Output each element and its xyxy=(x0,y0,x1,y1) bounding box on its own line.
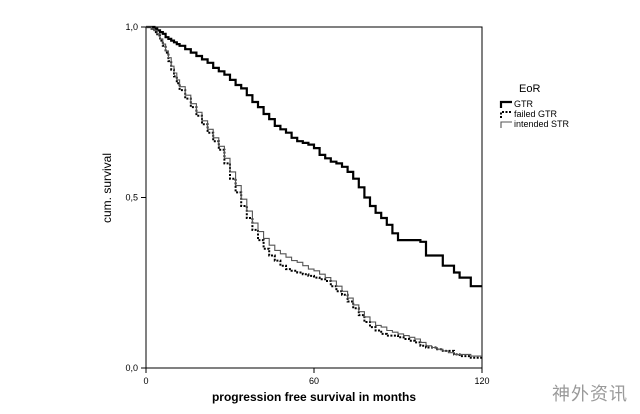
legend-swatch xyxy=(500,121,512,128)
y-tick-label: 1,0 xyxy=(125,22,138,32)
plot-frame xyxy=(145,26,483,369)
y-tick-label: 0,5 xyxy=(125,193,138,203)
x-tick-label: 0 xyxy=(143,376,148,386)
axes-layer: 0 60 120 0,0 0,5 1,0 xyxy=(125,22,489,386)
legend-title: EoR xyxy=(519,83,540,95)
series-line-failed-gtr xyxy=(146,26,482,359)
legend-label: intended STR xyxy=(514,119,570,129)
watermark-logo: 神外资讯 xyxy=(552,384,628,405)
legend-label: GTR xyxy=(514,99,533,109)
legend-swatch xyxy=(500,111,512,118)
y-tick-label: 0,0 xyxy=(125,363,138,373)
legend-label: failed GTR xyxy=(514,109,558,119)
y-axis-label: cum. survival xyxy=(100,153,114,223)
legend-swatch xyxy=(499,100,512,108)
series-line-gtr xyxy=(146,25,482,288)
x-tick-label: 60 xyxy=(309,376,319,386)
series-layer xyxy=(146,25,482,359)
x-axis-label: progression free survival in months xyxy=(212,390,416,404)
series-line-intended-str xyxy=(146,26,482,357)
x-tick-label: 120 xyxy=(474,376,489,386)
